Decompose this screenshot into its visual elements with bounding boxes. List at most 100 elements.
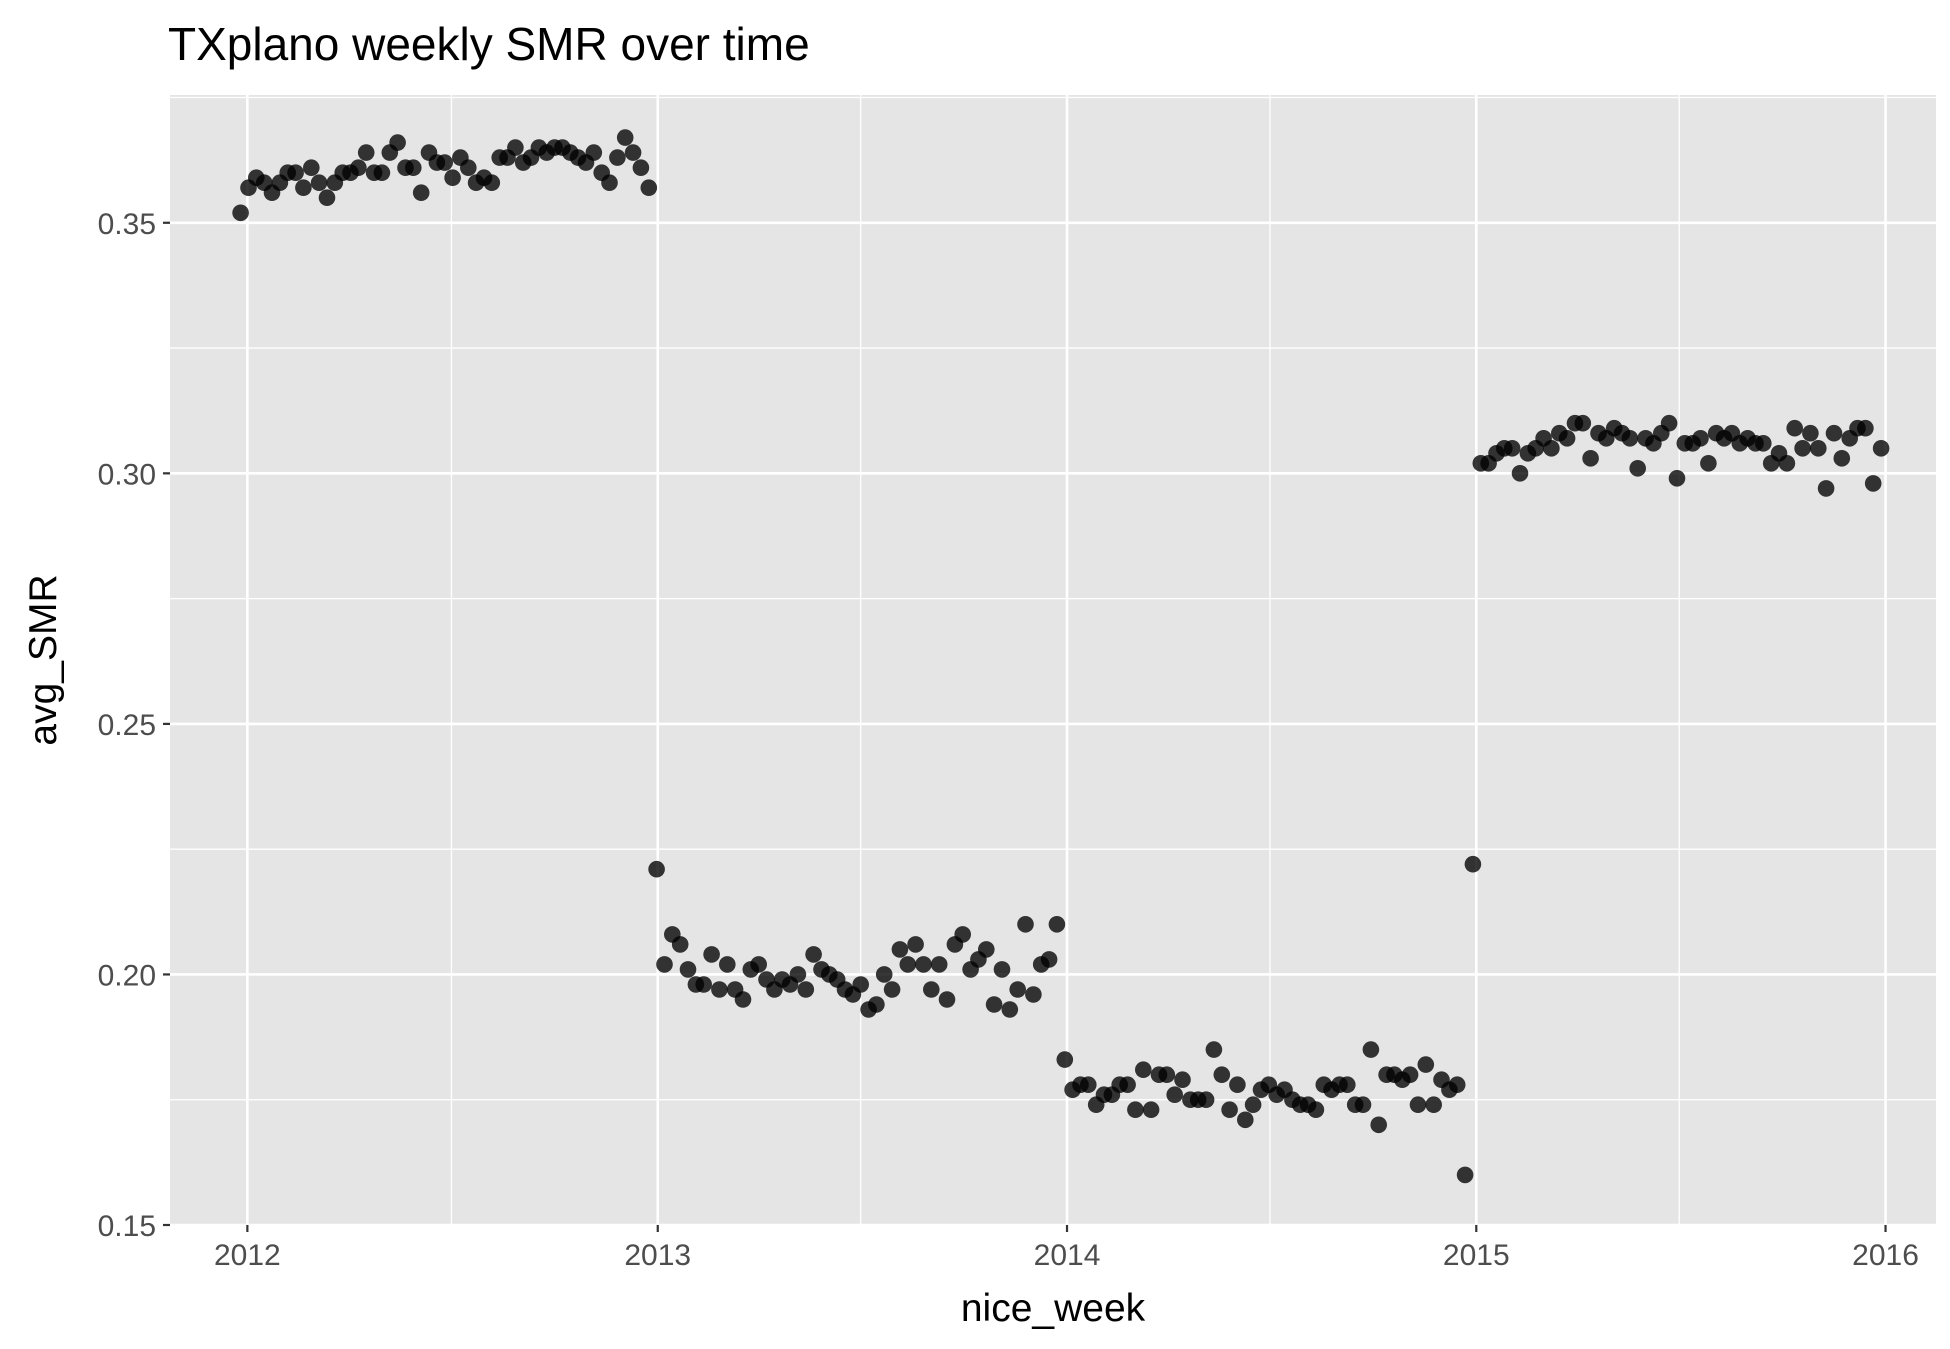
data-point (954, 926, 971, 943)
x-tick-label: 2015 (1443, 1239, 1510, 1272)
data-point (1755, 435, 1772, 452)
x-tick-label: 2016 (1852, 1239, 1919, 1272)
data-point (1448, 1076, 1466, 1093)
data-point (1040, 951, 1058, 968)
data-point (938, 991, 956, 1008)
plot-panel (170, 95, 1936, 1225)
data-point (609, 149, 626, 166)
x-tick-label: 2014 (1034, 1239, 1101, 1272)
data-point (1456, 1166, 1474, 1184)
data-points (232, 129, 1890, 1184)
axis-ticks (163, 221, 1887, 1232)
major-gridlines (170, 95, 1936, 1227)
data-point (1810, 440, 1827, 457)
data-point (789, 966, 807, 983)
data-point (923, 981, 940, 998)
data-point (1174, 1071, 1191, 1088)
data-point (232, 204, 249, 222)
data-point (1362, 1041, 1380, 1058)
x-axis-title: nice_week (961, 1287, 1146, 1330)
data-point (632, 159, 650, 176)
data-point (671, 936, 689, 953)
data-point (1056, 1051, 1074, 1068)
data-point (1700, 455, 1717, 472)
data-point (412, 184, 430, 201)
data-point (436, 154, 454, 171)
data-point (899, 956, 917, 973)
y-tick-label: 0.25 (98, 709, 156, 742)
data-point (1464, 855, 1482, 873)
x-tick-label: 2013 (624, 1239, 691, 1272)
data-point (616, 129, 634, 146)
data-point (695, 976, 712, 993)
axis-tick-labels: 2012 2013 2014 2015 2016 0.15 0.20 0.25 0.30 0.35 (98, 208, 1919, 1272)
data-point (640, 179, 658, 196)
data-point (875, 966, 893, 983)
data-point (389, 134, 406, 151)
x-tick-label: 2012 (214, 1239, 281, 1272)
y-tick-label: 0.30 (98, 458, 156, 491)
data-point (1142, 1101, 1160, 1118)
data-point (1511, 465, 1529, 482)
data-point (868, 996, 885, 1013)
data-point (734, 991, 752, 1008)
data-point (656, 956, 673, 973)
data-point (993, 961, 1011, 978)
data-point (1307, 1101, 1325, 1118)
data-point (891, 941, 909, 958)
data-point (1543, 440, 1560, 457)
data-point (1119, 1076, 1136, 1093)
data-point (915, 956, 932, 973)
data-point (318, 189, 336, 206)
data-point (405, 159, 422, 176)
data-point (703, 946, 720, 963)
data-point (1205, 1041, 1223, 1058)
data-point (1339, 1076, 1356, 1093)
data-point (444, 169, 461, 186)
data-point (1001, 1001, 1019, 1018)
data-point (1794, 440, 1811, 457)
data-point (1237, 1111, 1254, 1129)
data-point (1409, 1096, 1427, 1113)
data-point (1574, 414, 1592, 432)
data-point (1025, 986, 1042, 1003)
data-point (1354, 1096, 1372, 1113)
data-point (930, 956, 948, 973)
data-point (1825, 424, 1843, 442)
data-point (624, 144, 642, 161)
data-point (1244, 1096, 1262, 1113)
data-point (1629, 460, 1646, 477)
data-point (483, 174, 501, 191)
data-point (1048, 916, 1066, 933)
data-point (1158, 1066, 1176, 1083)
minor-gridlines (170, 95, 1936, 1225)
data-point (852, 976, 869, 993)
y-tick-label: 0.35 (98, 208, 156, 241)
chart-title: TXplano weekly SMR over time (168, 18, 810, 70)
data-point (460, 159, 477, 176)
data-point (1229, 1076, 1246, 1093)
data-point (1660, 414, 1678, 432)
data-point (1582, 450, 1599, 467)
data-point (978, 941, 995, 958)
data-point (1692, 430, 1709, 447)
y-axis-title: avg_SMR (22, 574, 65, 745)
data-point (1080, 1076, 1097, 1093)
data-point (1621, 430, 1639, 447)
data-point (601, 174, 618, 191)
data-point (1401, 1066, 1419, 1083)
data-point (1558, 430, 1576, 447)
data-point (648, 860, 665, 878)
y-tick-label: 0.15 (98, 1210, 156, 1243)
data-point (1857, 419, 1874, 437)
data-point (719, 956, 736, 973)
data-point (1221, 1101, 1238, 1118)
data-point (1668, 470, 1686, 487)
data-point (1017, 916, 1034, 933)
data-point (750, 956, 767, 973)
data-point (1872, 440, 1890, 457)
data-point (1370, 1116, 1387, 1134)
data-point (1213, 1066, 1231, 1083)
data-point (1417, 1056, 1435, 1073)
